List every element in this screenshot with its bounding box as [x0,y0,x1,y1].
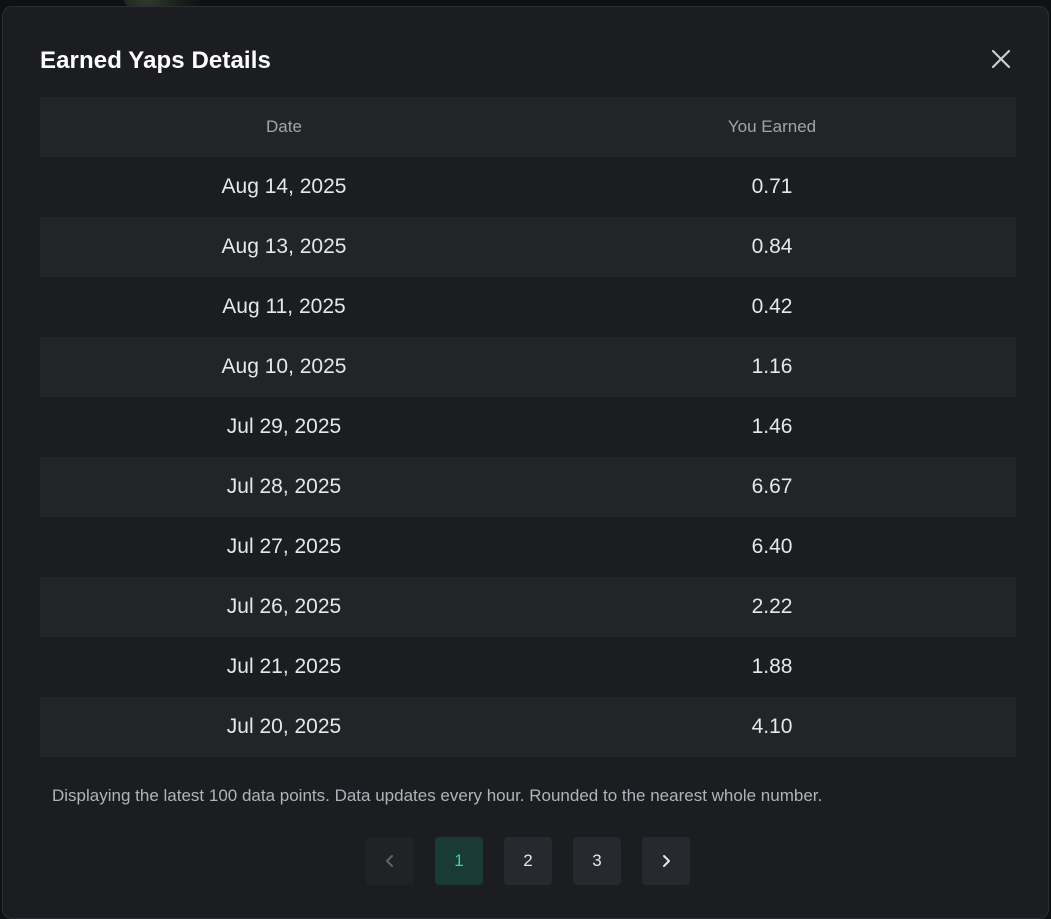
page-button-1[interactable]: 1 [435,837,483,885]
background-avatar-fragment [124,0,200,6]
table-body: Aug 14, 2025 0.71 Aug 13, 2025 0.84 Aug 11, … [40,157,1016,757]
next-page-button[interactable] [642,837,690,885]
column-header-earned: You Earned [727,117,817,136]
earned-cell: 0.42 [751,295,793,318]
chevron-left-icon [386,855,393,867]
table-row: Jul 29, 2025 1.46 [40,397,1016,457]
table-row: Aug 14, 2025 0.71 [40,157,1016,217]
earned-cell: 0.84 [751,235,793,258]
date-cell: Jul 20, 2025 [226,715,342,738]
table-row: Jul 21, 2025 1.88 [40,637,1016,697]
earned-yaps-modal: Earned Yaps Details Date You Earned Aug … [2,6,1049,919]
modal-title: Earned Yaps Details [40,47,271,74]
earned-cell: 0.71 [751,175,793,198]
close-button[interactable] [987,45,1015,73]
chevron-right-icon [663,855,670,867]
column-header-date: Date [266,117,302,136]
earned-cell: 2.22 [751,595,793,618]
earned-cell: 6.40 [751,535,793,558]
footnote: Displaying the latest 100 data points. D… [52,786,823,805]
earned-cell: 1.16 [751,355,793,378]
table-header: Date You Earned [40,97,1016,157]
date-cell: Jul 29, 2025 [226,415,342,438]
table-row: Jul 20, 2025 4.10 [40,697,1016,757]
table-row: Jul 28, 2025 6.67 [40,457,1016,517]
table-row: Aug 10, 2025 1.16 [40,337,1016,397]
date-cell: Jul 28, 2025 [226,475,342,498]
date-cell: Aug 14, 2025 [221,175,347,198]
table-row: Jul 27, 2025 6.40 [40,517,1016,577]
date-cell: Aug 13, 2025 [221,235,347,258]
pagination: 1 2 3 [366,837,690,885]
earned-cell: 4.10 [751,715,793,738]
page-button-3[interactable]: 3 [573,837,621,885]
date-cell: Jul 26, 2025 [226,595,342,618]
page-button-2[interactable]: 2 [504,837,552,885]
date-cell: Jul 27, 2025 [226,535,342,558]
date-cell: Aug 11, 2025 [222,295,346,318]
earned-cell: 1.46 [751,415,793,438]
date-cell: Jul 21, 2025 [226,655,342,678]
earnings-table: Date You Earned Aug 14, 2025 0.71 Aug 13, … [40,97,1016,757]
earned-cell: 1.88 [751,655,793,678]
table-row: Aug 11, 2025 0.42 [40,277,1016,337]
prev-page-button[interactable] [366,837,414,885]
close-icon [991,49,1011,69]
earned-cell: 6.67 [751,475,793,498]
table-row: Aug 13, 2025 0.84 [40,217,1016,277]
table-row: Jul 26, 2025 2.22 [40,577,1016,637]
date-cell: Aug 10, 2025 [221,355,347,378]
